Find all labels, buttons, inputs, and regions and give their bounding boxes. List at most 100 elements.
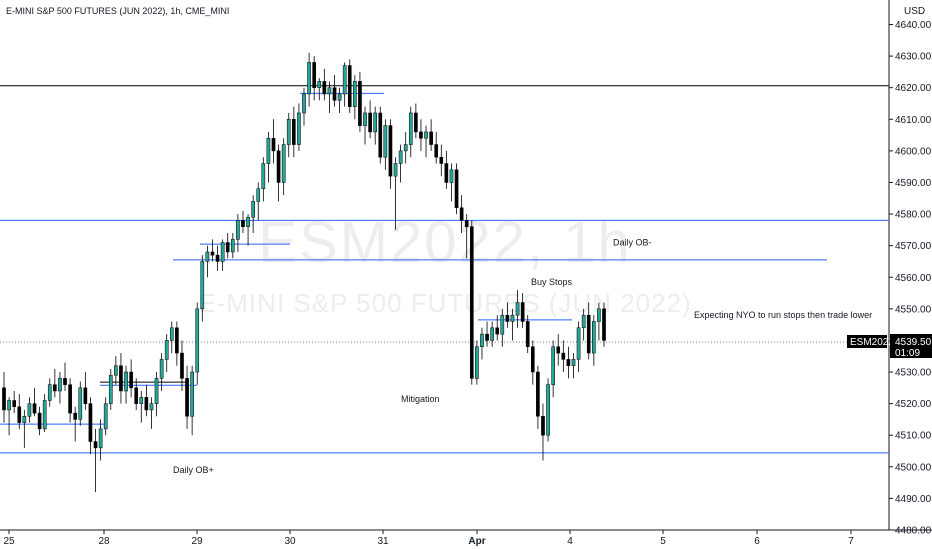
candle-body [42,400,47,430]
candle [408,106,413,158]
candle-body [149,403,154,411]
candle [546,378,550,442]
candle-body [337,93,342,101]
candle [27,397,32,423]
candle-body [63,378,67,385]
price-tag-countdown: 01:09 [895,348,920,359]
candle-body [469,226,474,379]
candle [169,321,174,354]
candle [195,302,200,385]
price-axis[interactable]: 4640.00 4630.00 4620.00 4610.00 4600.00 4590.… [889,20,932,537]
candle-body [459,207,464,221]
candles-layer [2,52,606,493]
candle [490,321,494,347]
x-tick-label: 6 [754,536,760,547]
y-tick-label: 4580.00 [895,210,932,221]
candle [464,214,469,259]
candle [312,56,316,101]
candle-body [464,220,469,227]
candle-body [500,314,505,335]
candle [459,195,464,234]
candle-body [261,163,266,190]
candle-body [347,65,352,107]
candle-body [602,308,606,341]
candle [205,245,210,278]
candle [119,353,123,404]
candle-body [134,387,139,404]
candle [419,119,423,151]
candle [363,106,367,145]
candle-body [388,125,393,177]
candle [93,428,98,493]
candle [292,106,296,158]
candle-body [220,242,225,262]
candle-body [530,346,535,373]
candle-body [363,112,367,126]
candle-body [353,81,357,107]
candle-body [317,81,322,88]
candle-body [68,384,72,414]
candle-body [546,384,550,436]
candle [32,387,37,417]
candle [525,315,530,354]
candle [480,327,484,360]
x-tick-label: 5 [660,536,666,547]
candle [220,239,225,271]
candle [454,163,459,215]
time-axis[interactable]: 25 28 29 30 31 Apr 4 5 6 7 [3,530,854,547]
candle-body [378,112,383,158]
candle [281,138,286,196]
candle-body [403,144,408,152]
candle-body [480,333,484,348]
candle-body [195,308,200,373]
y-tick-label: 4560.00 [895,273,932,284]
candle-body [215,254,220,262]
candle [246,214,250,246]
candle-body [175,327,179,354]
candle-body [27,403,32,417]
watermark-symbol: ESM2022, 1h [258,210,631,275]
y-tick-label: 4530.00 [895,368,932,379]
candle [12,390,16,414]
candle-body [129,371,133,389]
candle-body [576,327,581,360]
candle [271,119,276,164]
candle-body [154,378,159,404]
candle [520,293,525,328]
candle [108,368,113,410]
candle [149,397,154,429]
candle-body [373,112,378,133]
candle-body [429,131,433,145]
candle [98,419,103,461]
candle-body [7,400,11,411]
candle [530,340,535,385]
candle [586,302,591,360]
candle [571,353,576,379]
candle-body [22,416,27,423]
candle [73,406,78,442]
watermark-name: E-MINI S&P 500 FUTURES (JUN 2022) [198,288,691,318]
candle [215,245,220,271]
candle [485,321,489,347]
candle [88,397,93,455]
candle [469,220,474,385]
candle-body [297,112,301,145]
candle [210,239,215,262]
candle [230,233,235,259]
y-tick-label: 4510.00 [895,431,932,442]
x-tick-label: 31 [377,536,389,547]
candle-body [408,112,413,145]
candle [256,182,261,221]
candle-body [510,314,515,322]
candle-body [592,321,596,354]
candle [414,103,418,139]
annotation-label: Daily OB- [613,237,652,247]
candle-body [17,406,22,423]
candle [276,144,281,202]
candle [424,125,428,158]
candle-body [119,365,123,392]
annotation-label: Buy Stops [531,277,573,287]
candle [42,394,47,433]
candle-body [541,416,545,436]
